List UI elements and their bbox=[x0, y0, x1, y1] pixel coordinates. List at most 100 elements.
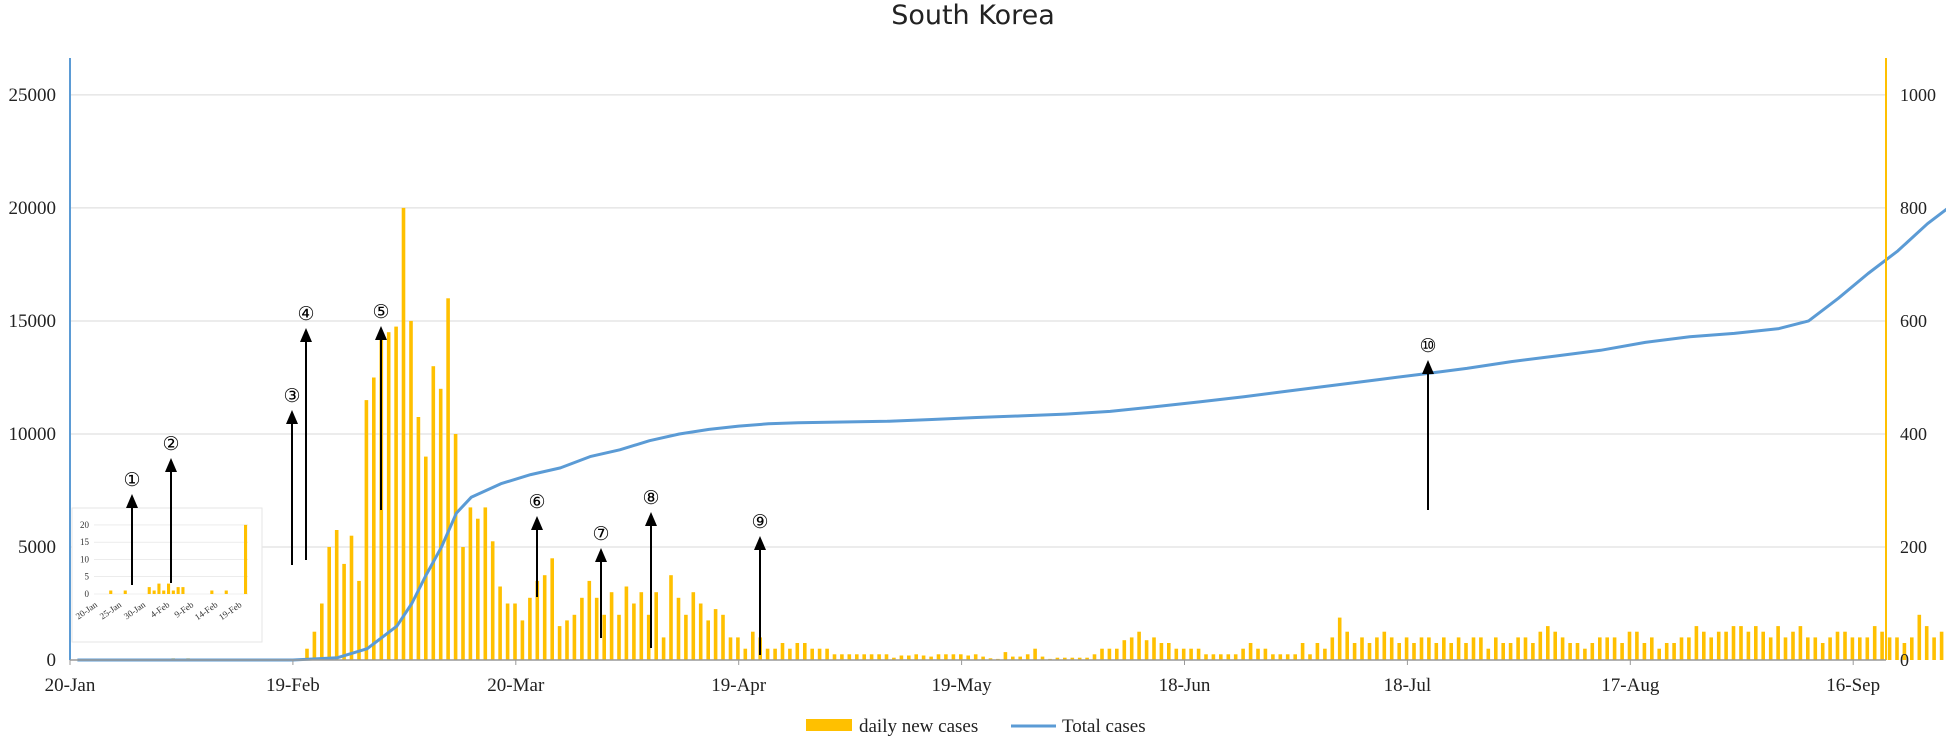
bar bbox=[654, 592, 658, 660]
annotation-arrowhead bbox=[375, 326, 387, 340]
inset-y-tick-label: 15 bbox=[80, 537, 90, 547]
annotation-arrowhead bbox=[531, 516, 543, 530]
inset-bar bbox=[210, 590, 214, 594]
bar bbox=[765, 648, 770, 660]
bar bbox=[1843, 631, 1847, 660]
bar bbox=[1063, 657, 1067, 660]
bar bbox=[1494, 637, 1498, 660]
x-tick-label: 19-Apr bbox=[711, 675, 767, 696]
bar bbox=[1204, 654, 1208, 660]
bar bbox=[721, 614, 725, 660]
bar bbox=[1256, 648, 1260, 660]
bar bbox=[1263, 648, 1268, 660]
bar bbox=[1679, 637, 1684, 660]
bar bbox=[594, 597, 599, 660]
bar bbox=[1389, 637, 1394, 660]
bar bbox=[773, 648, 777, 660]
bar bbox=[1211, 654, 1216, 660]
bar bbox=[1167, 643, 1171, 660]
x-tick-label: 17-Aug bbox=[1601, 675, 1660, 696]
bar bbox=[951, 654, 956, 660]
bar bbox=[1635, 631, 1639, 660]
bar bbox=[1642, 643, 1647, 660]
bar bbox=[1070, 657, 1075, 660]
bar bbox=[973, 654, 978, 660]
bar bbox=[832, 654, 837, 660]
bar bbox=[1783, 637, 1788, 660]
bar bbox=[1412, 643, 1416, 660]
y-right-tick-label: 200 bbox=[1900, 537, 1927, 557]
annotation-arrowhead bbox=[165, 458, 177, 472]
y-left-tick-label: 10000 bbox=[9, 424, 57, 445]
bar bbox=[1523, 637, 1528, 660]
bar bbox=[1924, 626, 1929, 660]
bar bbox=[743, 648, 748, 660]
x-tick-label: 20-Jan bbox=[45, 675, 96, 696]
bar bbox=[1657, 648, 1661, 660]
bar bbox=[513, 603, 517, 660]
bar bbox=[1895, 637, 1899, 660]
bar bbox=[1791, 631, 1795, 660]
y-right-tick-label: 400 bbox=[1900, 424, 1927, 444]
bar bbox=[1887, 637, 1892, 660]
bar bbox=[431, 366, 436, 660]
bar bbox=[1330, 637, 1335, 660]
bar bbox=[632, 603, 636, 660]
annotations: ①② ③ ④ ⑤ ⑥ ⑦ ⑧ ⑨ ⑩ bbox=[123, 301, 1437, 655]
bar bbox=[1672, 643, 1676, 660]
annotation-label: ④ bbox=[297, 303, 314, 325]
bar bbox=[1858, 637, 1862, 660]
bar bbox=[1932, 637, 1936, 660]
bar bbox=[1107, 648, 1112, 660]
bar bbox=[1248, 643, 1253, 660]
inset-panel bbox=[71, 507, 263, 643]
bar bbox=[1605, 637, 1609, 660]
bar bbox=[1040, 656, 1045, 660]
bar bbox=[1285, 654, 1290, 660]
bar bbox=[1449, 643, 1453, 660]
bar bbox=[1092, 654, 1097, 660]
bar bbox=[1820, 643, 1825, 660]
annotation-label: ⑨ bbox=[751, 511, 768, 533]
annotation-arrowhead bbox=[754, 536, 766, 550]
bar bbox=[1367, 643, 1372, 660]
bar bbox=[1702, 631, 1706, 660]
bar bbox=[1939, 631, 1944, 660]
bar bbox=[1233, 654, 1238, 660]
legend: daily new cases Total cases bbox=[806, 716, 1146, 737]
bar bbox=[364, 400, 369, 660]
bar bbox=[1716, 631, 1721, 660]
bar bbox=[751, 631, 755, 660]
bar bbox=[981, 656, 985, 660]
bar bbox=[1768, 637, 1773, 660]
bar bbox=[409, 320, 413, 660]
bar bbox=[394, 326, 398, 660]
bar bbox=[1055, 657, 1060, 660]
bar bbox=[966, 655, 970, 660]
bar bbox=[357, 580, 361, 660]
bar bbox=[1612, 637, 1617, 660]
legend-swatch-bars bbox=[806, 719, 852, 731]
y-left-tick-label: 25000 bbox=[9, 85, 57, 106]
y-right-tick-label: 800 bbox=[1900, 198, 1927, 218]
bar bbox=[1910, 637, 1914, 660]
bar bbox=[535, 580, 540, 660]
bar bbox=[1137, 631, 1141, 660]
bar bbox=[349, 535, 354, 660]
bar bbox=[1278, 654, 1283, 660]
bar bbox=[1687, 637, 1691, 660]
bar bbox=[372, 377, 376, 660]
bar bbox=[1152, 637, 1156, 660]
annotation-arrowhead bbox=[595, 548, 607, 562]
annotation-arrowhead bbox=[126, 494, 138, 508]
bar bbox=[1011, 656, 1015, 660]
chart-title: South Korea bbox=[891, 0, 1055, 31]
bar bbox=[1375, 637, 1379, 660]
bar bbox=[810, 648, 814, 660]
bar bbox=[817, 648, 822, 660]
bar bbox=[1850, 637, 1855, 660]
bar bbox=[1479, 637, 1483, 660]
bar bbox=[1352, 643, 1357, 660]
axes: 0500010000150002000025000020040060080010… bbox=[9, 58, 1936, 696]
